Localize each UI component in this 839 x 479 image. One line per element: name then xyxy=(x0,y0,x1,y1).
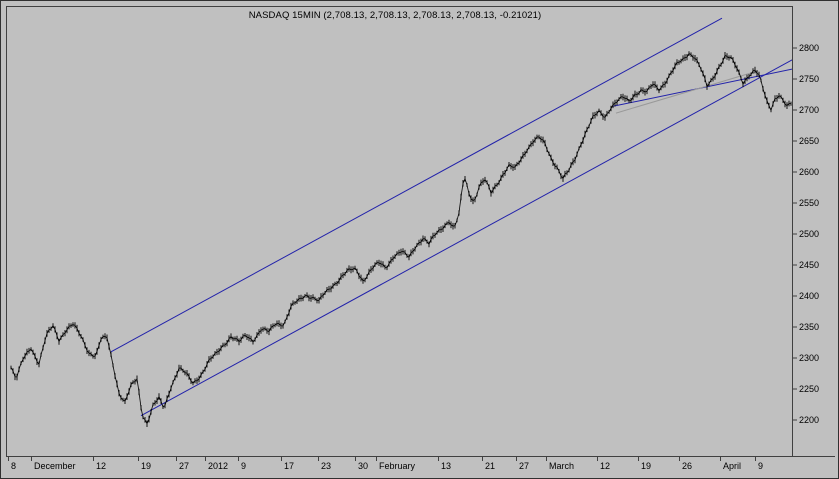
trendlines xyxy=(110,17,792,417)
y-axis-label: 2600 xyxy=(799,167,819,177)
x-axis-label: 12 xyxy=(96,461,106,471)
y-axis-label: 2550 xyxy=(799,198,819,208)
x-axis-label: December xyxy=(34,461,76,471)
x-axis-label: 30 xyxy=(358,461,368,471)
price-series xyxy=(10,51,792,427)
x-axis-label: 8 xyxy=(11,461,16,471)
y-axis-label: 2300 xyxy=(799,353,819,363)
x-axis-label: 9 xyxy=(241,461,246,471)
x-axis-label: 12 xyxy=(600,461,610,471)
trendline-lower-channel xyxy=(140,59,792,417)
x-axis-label: 21 xyxy=(485,461,495,471)
chart-frame xyxy=(6,6,835,457)
trendline-gray-connector xyxy=(615,70,759,114)
trendline-upper-channel xyxy=(110,17,723,353)
x-axis-label: 23 xyxy=(321,461,331,471)
x-axis-label: 27 xyxy=(519,461,529,471)
y-axis-label: 2650 xyxy=(799,136,819,146)
y-axis-label: 2750 xyxy=(799,74,819,84)
x-axis-label: 19 xyxy=(141,461,151,471)
trendline-right-support xyxy=(612,68,792,107)
x-axis-label: 27 xyxy=(179,461,189,471)
y-axis-label: 2500 xyxy=(799,229,819,239)
y-axis-label: 2250 xyxy=(799,384,819,394)
x-axis-label: 2012 xyxy=(208,461,228,471)
y-axis-label: 2700 xyxy=(799,105,819,115)
x-axis-label: March xyxy=(549,461,574,471)
x-axis: 8 December 12 19 27 2012 9 17 23 30 February 13 21 27… xyxy=(8,456,763,471)
x-axis-label: 17 xyxy=(284,461,294,471)
x-axis-label: 26 xyxy=(682,461,692,471)
y-axis-label: 2350 xyxy=(799,322,819,332)
x-axis-label: 13 xyxy=(441,461,451,471)
y-axis-label: 2200 xyxy=(799,415,819,425)
chart-title: NASDAQ 15MIN (2,708.13, 2,708.13, 2,708.… xyxy=(248,10,542,21)
x-axis-label: 19 xyxy=(641,461,651,471)
y-axis-label: 2800 xyxy=(799,43,819,53)
x-axis-label: February xyxy=(379,461,416,471)
x-axis-label: 9 xyxy=(758,461,763,471)
y-axis: 2800 2750 2700 2650 2600 2550 2500 2450 2400 2350… xyxy=(792,43,819,425)
y-axis-label: 2400 xyxy=(799,291,819,301)
y-axis-label: 2450 xyxy=(799,260,819,270)
x-axis-label: April xyxy=(723,461,741,471)
